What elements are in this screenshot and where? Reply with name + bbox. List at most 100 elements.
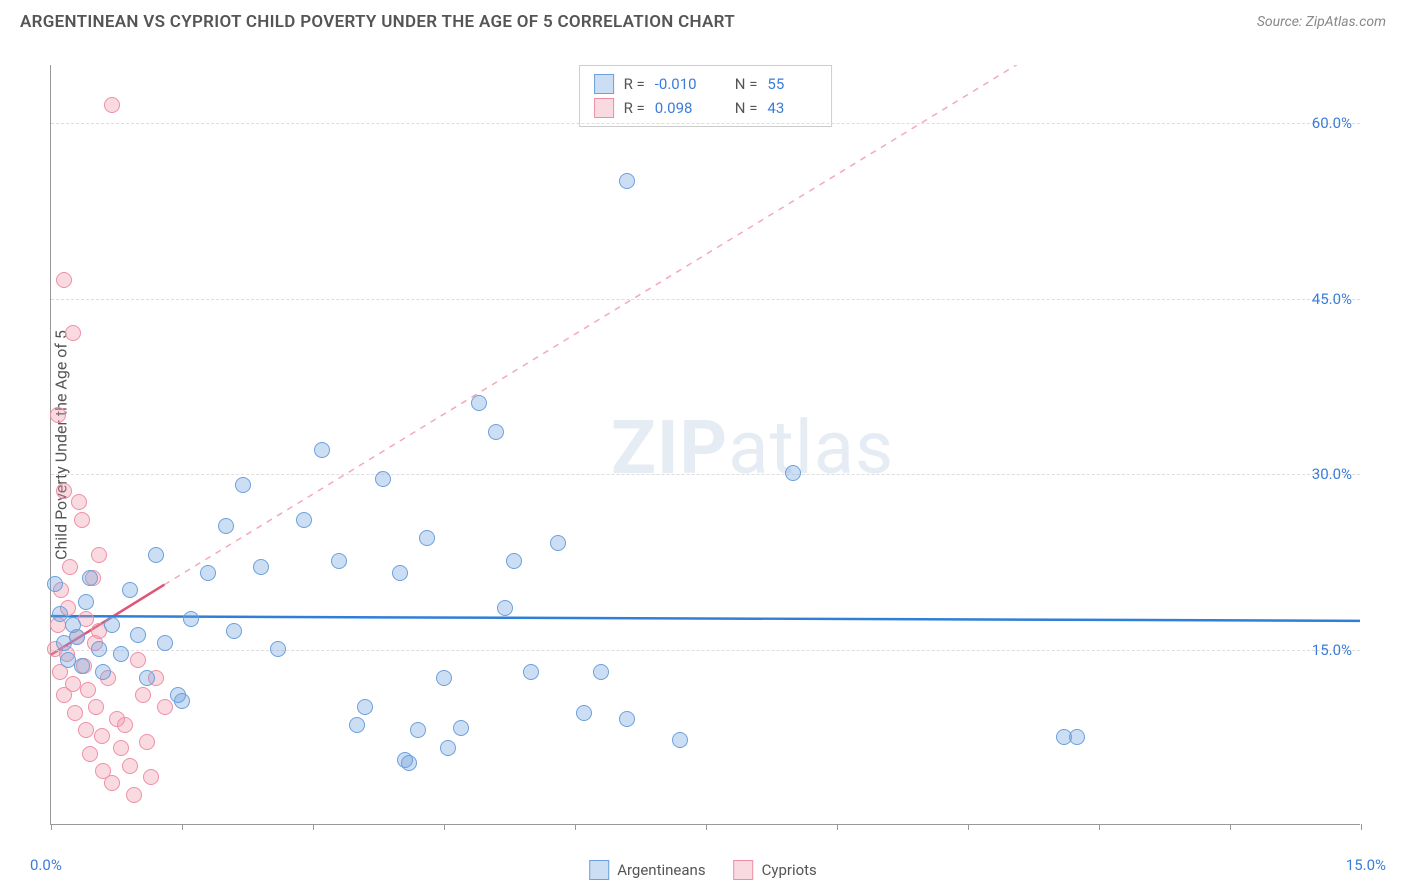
scatter-point — [375, 471, 391, 487]
stats-row-2: R = 0.098 N = 43 — [594, 96, 818, 120]
scatter-point — [506, 553, 522, 569]
scatter-point — [95, 664, 111, 680]
y-axis-label: Child Poverty Under the Age of 5 — [52, 330, 71, 560]
legend-label-1: Argentineans — [617, 861, 705, 879]
scatter-point — [56, 483, 72, 499]
stat-n-label-2: N = — [735, 96, 758, 120]
scatter-point — [71, 494, 87, 510]
scatter-point — [672, 732, 688, 748]
scatter-point — [226, 623, 242, 639]
scatter-point — [488, 424, 504, 440]
scatter-point — [78, 594, 94, 610]
scatter-point — [130, 627, 146, 643]
gridline-h — [51, 299, 1360, 300]
scatter-point — [401, 755, 417, 771]
x-tick-mark — [706, 824, 707, 830]
source-label: Source: ZipAtlas.com — [1257, 14, 1386, 30]
scatter-point — [50, 407, 66, 423]
scatter-point — [148, 547, 164, 563]
legend-swatch-1 — [589, 860, 609, 880]
legend-swatch-2 — [734, 860, 754, 880]
scatter-point — [253, 559, 269, 575]
scatter-point — [1069, 729, 1085, 745]
scatter-point — [331, 553, 347, 569]
scatter-point — [94, 728, 110, 744]
stats-box: R = -0.010 N = 55 R = 0.098 N = 43 — [579, 65, 833, 127]
scatter-point — [122, 582, 138, 598]
x-max-label: 15.0% — [1346, 856, 1386, 874]
x-tick-mark — [837, 824, 838, 830]
scatter-point — [78, 722, 94, 738]
scatter-point — [104, 617, 120, 633]
stat-r-label-2: R = — [624, 96, 645, 120]
scatter-point — [91, 547, 107, 563]
scatter-point — [619, 173, 635, 189]
x-tick-mark — [575, 824, 576, 830]
stat-n-value-1: 55 — [767, 72, 817, 96]
scatter-point — [67, 705, 83, 721]
scatter-point — [410, 722, 426, 738]
scatter-point — [157, 635, 173, 651]
scatter-point — [74, 512, 90, 528]
swatch-series-2 — [594, 98, 614, 118]
scatter-point — [619, 711, 635, 727]
x-tick-mark — [313, 824, 314, 830]
scatter-point — [497, 600, 513, 616]
scatter-point — [550, 535, 566, 551]
stats-row-1: R = -0.010 N = 55 — [594, 72, 818, 96]
chart-svg — [51, 65, 1360, 824]
swatch-series-1 — [594, 74, 614, 94]
scatter-point — [56, 272, 72, 288]
scatter-point — [200, 565, 216, 581]
scatter-point — [349, 717, 365, 733]
scatter-point — [143, 769, 159, 785]
legend-item-1: Argentineans — [589, 860, 705, 880]
gridline-h — [51, 123, 1360, 124]
x-tick-mark — [1230, 824, 1231, 830]
x-tick-mark — [51, 824, 52, 830]
legend: Argentineans Cypriots — [589, 860, 817, 880]
scatter-point — [296, 512, 312, 528]
y-tick-label: 45.0% — [1312, 290, 1352, 308]
scatter-point — [436, 670, 452, 686]
scatter-point — [139, 734, 155, 750]
scatter-point — [235, 477, 251, 493]
scatter-point — [392, 565, 408, 581]
gridline-h — [51, 650, 1360, 651]
stat-r-label-1: R = — [624, 72, 645, 96]
scatter-point — [576, 705, 592, 721]
stat-n-label-1: N = — [735, 72, 758, 96]
watermark: ZIPatlas — [611, 405, 894, 492]
scatter-point — [471, 395, 487, 411]
scatter-point — [139, 670, 155, 686]
scatter-point — [104, 775, 120, 791]
scatter-point — [157, 699, 173, 715]
x-tick-mark — [444, 824, 445, 830]
stat-n-value-2: 43 — [767, 96, 817, 120]
scatter-point — [357, 699, 373, 715]
scatter-point — [80, 682, 96, 698]
y-tick-label: 60.0% — [1312, 114, 1352, 132]
stat-r-value-1: -0.010 — [655, 72, 705, 96]
scatter-point — [314, 442, 330, 458]
x-tick-mark — [1099, 824, 1100, 830]
scatter-point — [117, 717, 133, 733]
scatter-point — [270, 641, 286, 657]
legend-item-2: Cypriots — [734, 860, 817, 880]
scatter-point — [52, 606, 68, 622]
x-min-label: 0.0% — [30, 856, 62, 874]
scatter-point — [593, 664, 609, 680]
scatter-point — [130, 652, 146, 668]
scatter-point — [183, 611, 199, 627]
legend-label-2: Cypriots — [762, 861, 817, 879]
x-tick-mark — [968, 824, 969, 830]
watermark-rest: atlas — [728, 405, 894, 492]
scatter-point — [47, 576, 63, 592]
scatter-point — [65, 617, 81, 633]
scatter-point — [419, 530, 435, 546]
scatter-point — [126, 787, 142, 803]
scatter-point — [62, 559, 78, 575]
scatter-point — [135, 687, 151, 703]
scatter-point — [174, 693, 190, 709]
scatter-point — [113, 646, 129, 662]
